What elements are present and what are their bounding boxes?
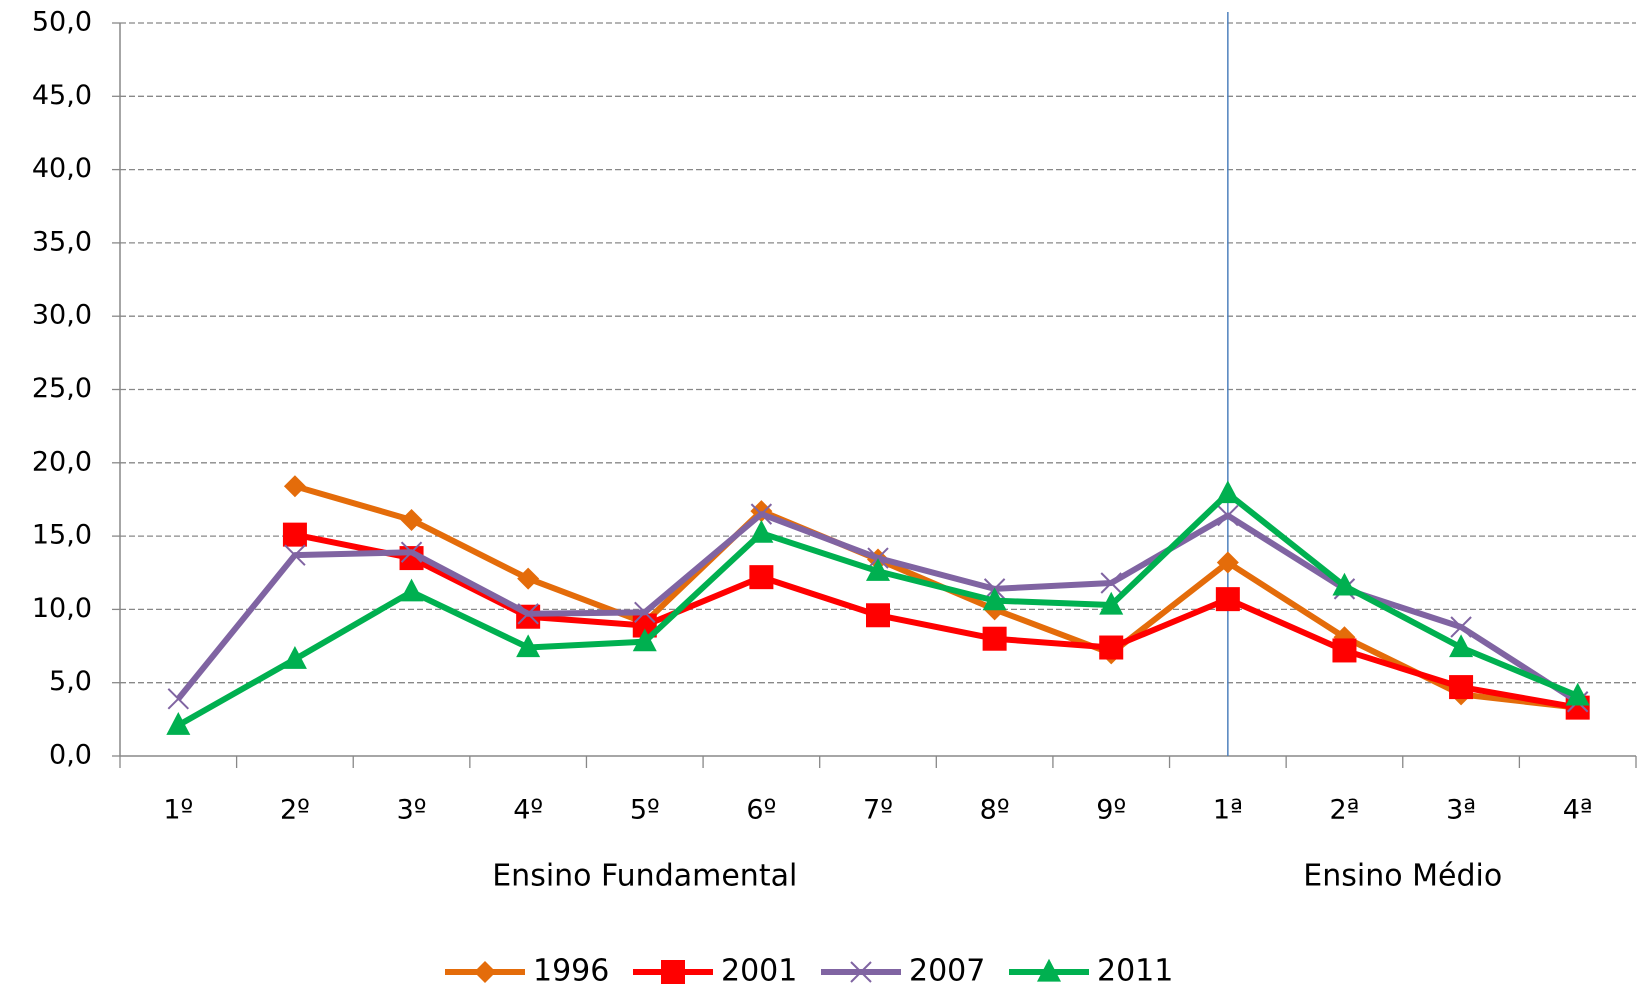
marker <box>982 626 1007 651</box>
marker <box>1332 638 1357 663</box>
marker <box>474 961 496 983</box>
x-tick-label: 3º <box>397 795 427 826</box>
legend-label: 1996 <box>533 954 609 988</box>
marker <box>982 587 1007 611</box>
marker <box>282 522 307 547</box>
y-tick-label: 40,0 <box>32 153 92 184</box>
marker <box>284 544 306 566</box>
x-tick-label: 2º <box>280 795 310 826</box>
marker <box>750 503 773 525</box>
legend-label: 2007 <box>909 954 985 988</box>
marker <box>866 603 890 628</box>
legend-item: 1996 <box>445 954 609 988</box>
legend-item: 2001 <box>633 954 797 988</box>
marker <box>1100 572 1122 594</box>
marker <box>1216 551 1239 574</box>
x-tick-label: 7º <box>863 795 893 826</box>
marker <box>850 961 872 983</box>
marker <box>1099 635 1124 660</box>
legend-item: 2007 <box>821 954 985 988</box>
marker <box>1449 634 1474 658</box>
marker <box>283 475 306 498</box>
marker <box>632 628 657 652</box>
marker <box>517 603 539 625</box>
y-tick-label: 5,0 <box>49 666 92 697</box>
legend-label: 2011 <box>1097 954 1173 988</box>
y-tick-label: 15,0 <box>32 520 92 551</box>
marker <box>661 960 685 984</box>
y-tick-label: 30,0 <box>32 300 92 331</box>
x-tick-label: 9º <box>1096 795 1126 826</box>
y-tick-label: 0,0 <box>49 740 92 771</box>
marker <box>1332 572 1357 596</box>
x-tick-label: 1ª <box>1213 795 1243 826</box>
x-tick-label: 6º <box>746 795 776 826</box>
legend-label: 2001 <box>721 954 797 988</box>
marker <box>749 565 774 590</box>
y-tick-label: 10,0 <box>32 593 92 624</box>
marker <box>1215 587 1240 612</box>
marker <box>517 567 540 590</box>
x-tick-label: 5º <box>630 795 660 826</box>
x-tick-label: 3ª <box>1446 795 1476 826</box>
marker <box>400 508 423 531</box>
marker <box>634 601 656 624</box>
y-tick-label: 50,0 <box>32 7 92 38</box>
x-tick-label: 4º <box>513 795 543 826</box>
y-tick-label: 35,0 <box>32 226 92 257</box>
marker <box>166 712 191 735</box>
marker <box>516 634 541 658</box>
x-tick-label: 2ª <box>1330 795 1360 826</box>
y-tick-label: 20,0 <box>32 446 92 477</box>
marker <box>1099 591 1124 615</box>
marker <box>1450 616 1472 638</box>
group-label: Ensino Médio <box>1303 859 1502 894</box>
legend-item: 2011 <box>1009 954 1173 988</box>
series-line <box>294 531 1579 711</box>
y-tick-label: 25,0 <box>32 373 92 404</box>
x-tick-label: 4ª <box>1563 795 1593 826</box>
marker <box>866 558 890 581</box>
marker <box>1037 958 1061 982</box>
x-tick-label: 1º <box>163 795 193 826</box>
marker <box>400 541 423 563</box>
marker <box>167 688 190 710</box>
marker <box>749 519 774 543</box>
x-tick-label: 8º <box>980 795 1010 826</box>
marker <box>1565 682 1590 706</box>
marker <box>399 578 424 602</box>
marker <box>1449 675 1474 700</box>
y-tick-label: 45,0 <box>32 80 92 111</box>
group-label: Ensino Fundamental <box>492 859 797 894</box>
marker <box>1217 504 1239 527</box>
marker <box>282 646 307 669</box>
marker <box>1215 480 1240 504</box>
